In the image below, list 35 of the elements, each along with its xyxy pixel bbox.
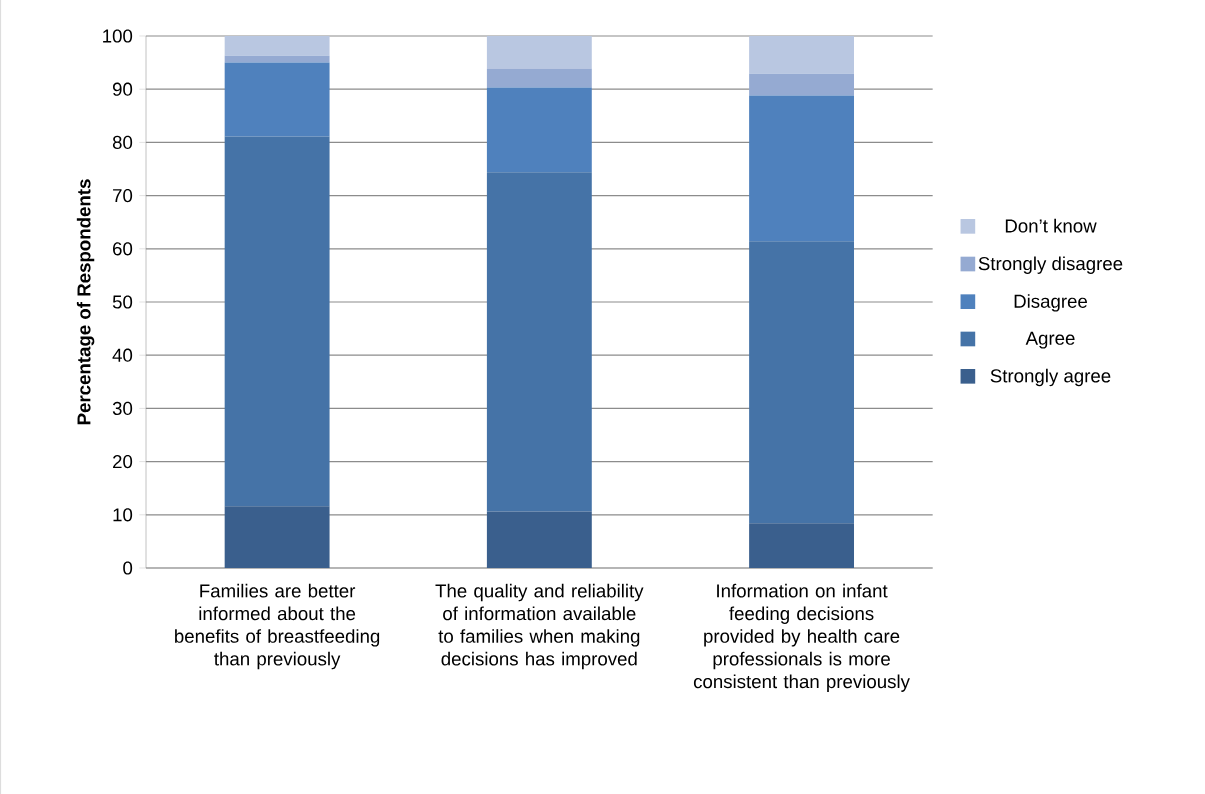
x-tick-label: The quality and reliability of information available to families when making decisions has improved — [435, 583, 644, 670]
y-tick-label: 80 — [112, 135, 133, 150]
y-tick-label: 60 — [113, 242, 133, 256]
y-tick-label: 40 — [112, 348, 133, 362]
bar — [486, 68, 592, 88]
bar — [486, 511, 592, 568]
bar — [749, 523, 855, 568]
bar — [224, 506, 330, 568]
x-tick-label: Information on infant feeding decisions provided by health care professionals is more consistent than previously — [693, 583, 910, 692]
text: Agree — [1025, 331, 1075, 349]
legend-label: Strongly agree — [990, 368, 1111, 387]
x-tick-label: Families are better informed about the benefits of breastfeeding than previously — [175, 583, 380, 670]
bar — [749, 73, 855, 96]
bar — [486, 36, 592, 69]
bar — [749, 36, 855, 74]
bar — [486, 87, 592, 173]
bar — [749, 241, 855, 524]
bar — [224, 36, 330, 56]
y-tick-label: 30 — [112, 401, 133, 416]
y-tick-label: 50 — [112, 295, 133, 309]
y-tick-label: 20 — [113, 454, 133, 469]
y-tick-label: 0 — [123, 561, 133, 575]
y-tick-label: 70 — [113, 188, 133, 203]
bar — [224, 62, 330, 137]
legend-label: Strongly disagree — [978, 256, 1123, 274]
legend-label: Disagree — [1014, 294, 1088, 312]
bar — [224, 136, 330, 507]
bar — [486, 172, 592, 512]
y-tick-label: 100 — [103, 29, 133, 43]
legend-label: Don’t know — [1005, 218, 1097, 233]
y-tick-label: 90 — [112, 82, 133, 96]
y-tick-label: 10 — [113, 508, 133, 522]
y-axis-title: Percentage of Respondents — [76, 179, 95, 425]
bar — [749, 95, 855, 242]
bar — [224, 55, 330, 63]
